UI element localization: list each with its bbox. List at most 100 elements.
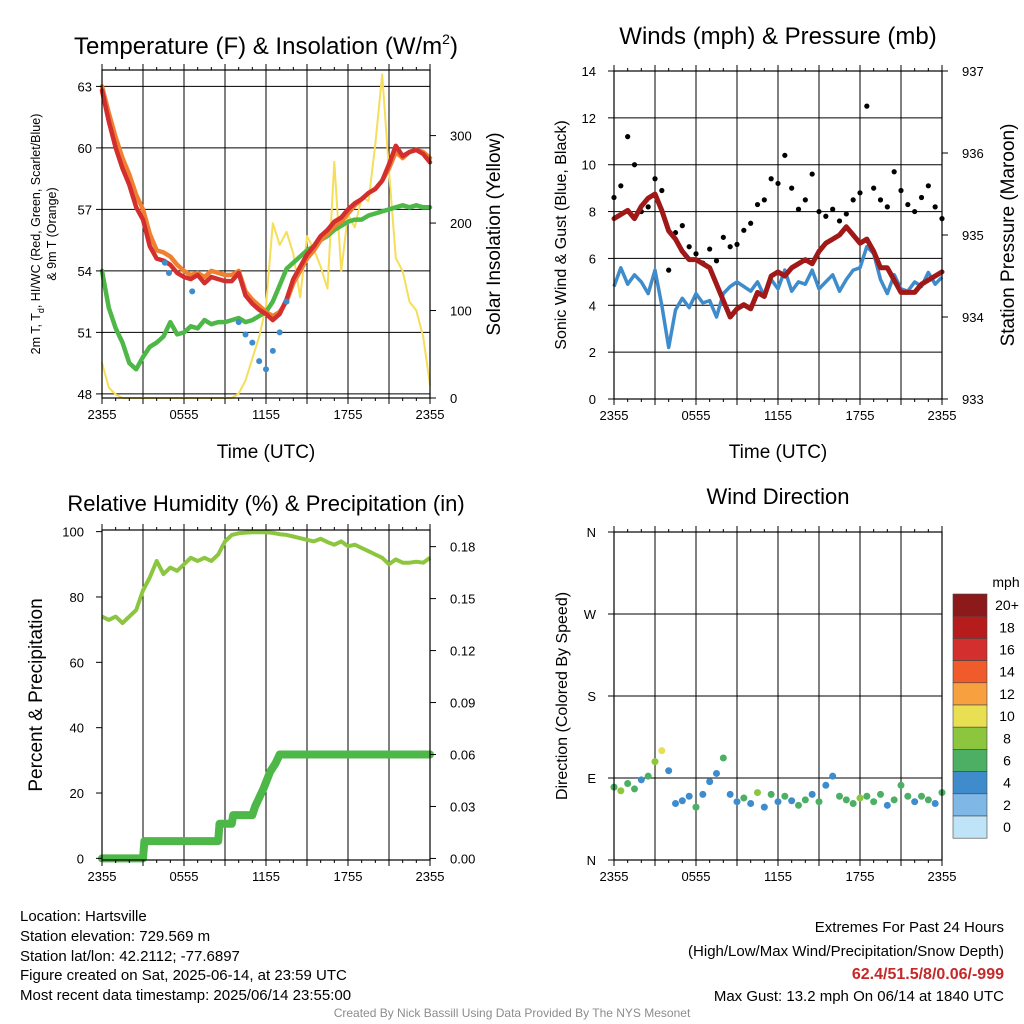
x-tick-label: 2355 <box>928 408 957 423</box>
gust-point <box>686 244 692 250</box>
direction-point <box>904 792 912 800</box>
legend-swatch <box>952 704 988 728</box>
temperature-title: Temperature (F) & Insolation (W/m2) <box>74 31 458 60</box>
temperature-axes: 2355 0555 1155 1755 2355 48 51 54 57 60 63 0 100 200 3… <box>78 64 472 422</box>
direction-point <box>699 790 707 798</box>
direction-point <box>767 790 775 798</box>
legend-label: 18 <box>999 619 1015 635</box>
winds-title: Winds (mph) & Pressure (mb) <box>619 23 936 50</box>
gust-point <box>905 201 911 208</box>
y-tick-label: 60 <box>78 141 92 156</box>
temperature-x-axis-label: Time (UTC) <box>217 442 316 463</box>
y-tick-label: 8 <box>589 205 596 220</box>
gust-point <box>707 246 713 252</box>
gust-point <box>857 190 863 196</box>
x-tick-label: 0555 <box>682 869 711 884</box>
gust-point <box>850 197 856 203</box>
humidity-title: Relative Humidity (%) & Precipitation (i… <box>67 491 464 516</box>
gust-point <box>816 208 822 215</box>
direction-point <box>924 796 932 804</box>
x-tick-label: 1155 <box>252 869 280 884</box>
gust-point <box>761 197 767 203</box>
direction-point <box>788 797 796 805</box>
y2-tick-label: 933 <box>962 392 984 407</box>
y-tick-label: 4 <box>589 298 596 313</box>
y-tick-label: S <box>587 689 596 704</box>
y2-tick-label: 0 <box>450 391 457 406</box>
gust-point <box>652 176 658 182</box>
gust-point <box>891 169 897 175</box>
y2-tick-label: 0.18 <box>450 540 475 555</box>
direction-point <box>685 792 693 800</box>
direction-point <box>665 767 673 775</box>
series-line-station-pressure <box>611 191 945 320</box>
direction-point <box>713 769 720 777</box>
direction-point <box>617 787 625 795</box>
gust-point <box>713 258 720 264</box>
legend-swatch <box>952 638 988 661</box>
direction-grid <box>614 532 942 860</box>
series-line-2m-t <box>99 88 433 323</box>
direction-point <box>897 781 905 789</box>
direction-point <box>856 794 864 802</box>
direction-point <box>842 796 850 804</box>
recent-data-text: Most recent data timestamp: 2025/06/14 2… <box>20 987 352 1004</box>
winds-panel: Winds (mph) & Pressure (mb) 2355 0555 1155… <box>553 23 1019 463</box>
x-tick-label: 1755 <box>334 407 363 422</box>
y-tick-label: 12 <box>582 111 596 126</box>
hiwc-point <box>235 319 242 326</box>
max-gust-text: Max Gust: 13.2 mph On 06/14 at 1840 UTC <box>713 988 1004 1005</box>
gust-point <box>864 103 870 109</box>
direction-point <box>890 796 898 804</box>
winds-x-axis-label: Time (UTC) <box>729 442 828 463</box>
y-tick-label: W <box>584 607 597 622</box>
legend-swatch <box>952 615 988 639</box>
y-tick-label: 6 <box>589 251 596 266</box>
x-tick-label: 2355 <box>416 407 445 422</box>
humidity-axes: 2355 0555 1155 1755 2355 0 20 40 60 80 100 0.00 0.03… <box>62 524 475 884</box>
extremes-title: Extremes For Past 24 Hours <box>814 919 1004 936</box>
x-tick-label: 1155 <box>764 408 792 423</box>
legend-label: 2 <box>1003 797 1011 813</box>
winds-right-axis-label: Station Pressure (Maroon) <box>998 124 1019 347</box>
y-tick-label: 20 <box>70 786 84 801</box>
legend-label: 6 <box>1003 753 1011 769</box>
direction-point <box>822 781 830 789</box>
direction-point <box>883 801 891 809</box>
y-tick-label: N <box>587 853 596 868</box>
legend-label: 16 <box>999 642 1015 658</box>
y2-tick-label: 300 <box>450 129 472 144</box>
y-tick-label: 2 <box>589 345 596 360</box>
x-tick-label: 2355 <box>600 869 629 884</box>
hiwc-point <box>242 331 249 338</box>
direction-point <box>733 798 741 806</box>
credit-text: Created By Nick Bassill Using Data Provi… <box>333 1006 691 1020</box>
gust-point <box>795 206 802 212</box>
gust-point <box>898 187 904 194</box>
legend-swatch <box>952 593 988 617</box>
direction-point <box>781 792 789 800</box>
gust-point <box>659 187 665 194</box>
legend-label: 14 <box>999 664 1015 680</box>
direction-axes: 2355 0555 1155 1755 2355 N E S W N <box>584 525 957 884</box>
legend-swatch <box>952 815 988 839</box>
x-tick-label: 2355 <box>88 869 117 884</box>
y2-tick-label: 0.09 <box>450 696 475 711</box>
gust-point <box>823 213 829 219</box>
gust-point <box>679 223 685 229</box>
y-tick-label: 0 <box>77 851 84 866</box>
y2-tick-label: 936 <box>962 146 984 161</box>
direction-point <box>740 794 748 802</box>
gust-point <box>720 234 726 240</box>
y-tick-label: 57 <box>78 202 92 217</box>
gust-point <box>802 197 808 203</box>
gust-point <box>727 244 733 250</box>
legend-label: 10 <box>999 708 1015 724</box>
direction-point <box>918 792 925 800</box>
humidity-y-axis-label: Percent & Precipitation <box>26 598 47 791</box>
direction-point <box>808 790 816 798</box>
x-tick-label: 2355 <box>416 869 445 884</box>
direction-point <box>651 758 659 766</box>
direction-point <box>911 798 919 806</box>
y2-tick-label: 0.12 <box>450 644 475 659</box>
